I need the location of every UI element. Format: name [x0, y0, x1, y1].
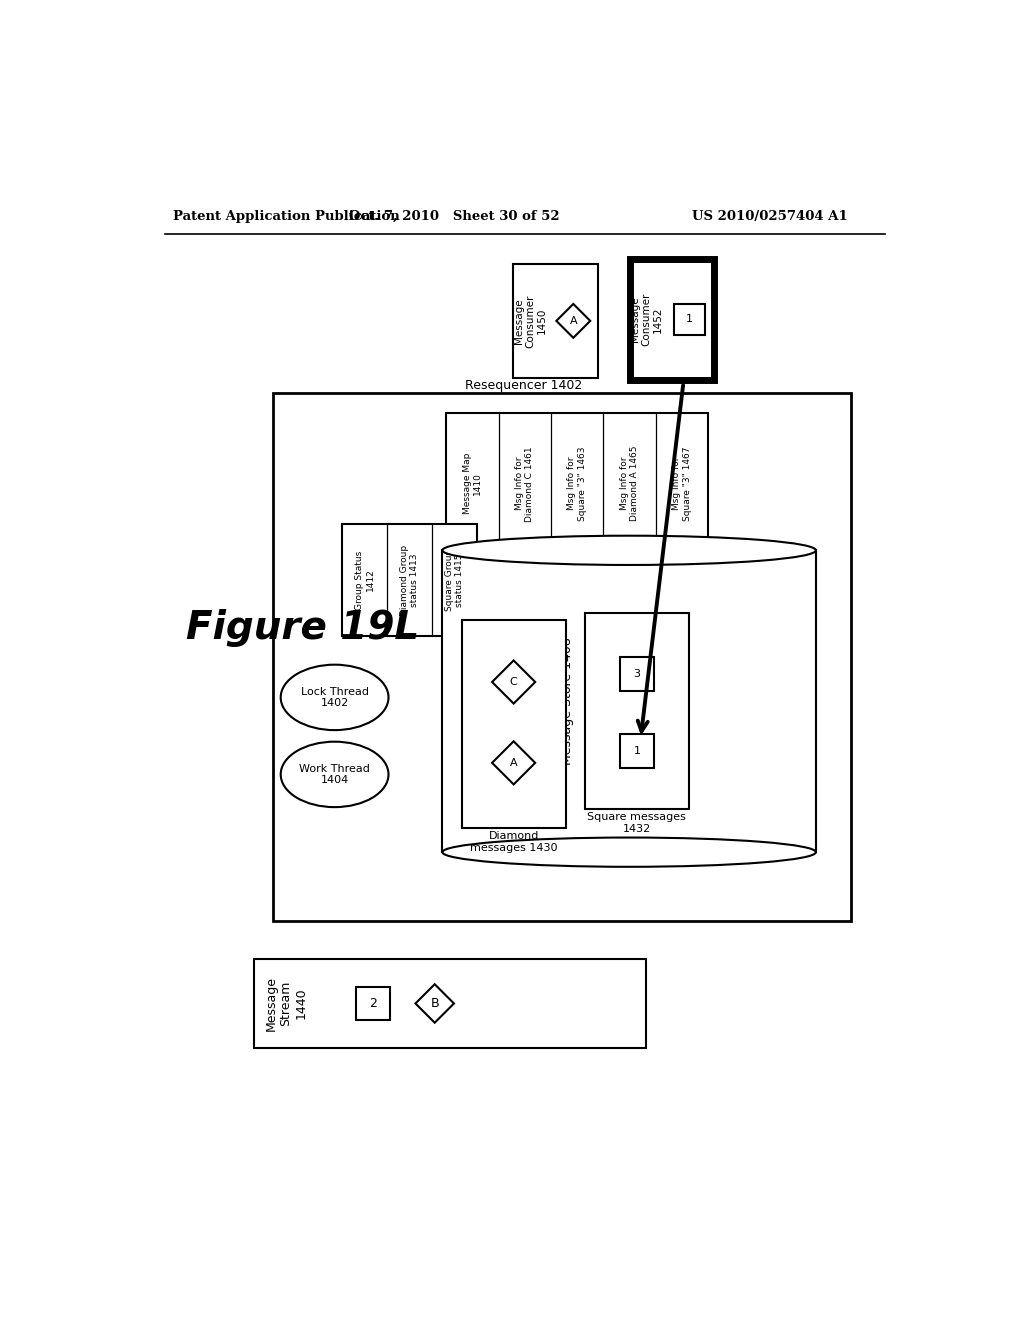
Text: Message Map
1410: Message Map 1410 — [463, 453, 482, 515]
Text: 1: 1 — [686, 314, 693, 325]
Polygon shape — [416, 985, 454, 1023]
Text: Group Status
1412: Group Status 1412 — [355, 550, 375, 610]
Text: 3: 3 — [633, 669, 640, 680]
Text: Lock Thread
1402: Lock Thread 1402 — [301, 686, 369, 709]
Polygon shape — [556, 304, 590, 338]
Ellipse shape — [442, 536, 816, 565]
Text: Msg Info for
Diamond C 1461: Msg Info for Diamond C 1461 — [515, 446, 535, 521]
Bar — [585, 612, 689, 809]
Text: Diamond
messages 1430: Diamond messages 1430 — [470, 832, 557, 853]
Text: Msg Info for
Square "3" 1463: Msg Info for Square "3" 1463 — [567, 446, 587, 521]
Text: Resequencer 1402: Resequencer 1402 — [465, 379, 582, 392]
Ellipse shape — [281, 665, 388, 730]
Text: Oct. 7, 2010   Sheet 30 of 52: Oct. 7, 2010 Sheet 30 of 52 — [348, 210, 559, 223]
Bar — [513, 264, 598, 378]
Bar — [446, 412, 708, 554]
Text: Message Store 1408: Message Store 1408 — [561, 638, 574, 766]
Text: Patent Application Publication: Patent Application Publication — [173, 210, 399, 223]
Ellipse shape — [281, 742, 388, 807]
Text: A: A — [569, 315, 578, 326]
Text: Square Group
status 1415: Square Group status 1415 — [444, 549, 464, 611]
Bar — [620, 734, 653, 768]
Text: Message
Consumer
1452: Message Consumer 1452 — [630, 293, 664, 346]
Bar — [674, 304, 705, 335]
Text: Work Thread
1404: Work Thread 1404 — [299, 763, 370, 785]
Text: A: A — [510, 758, 517, 768]
Bar — [462, 620, 565, 829]
Bar — [342, 524, 477, 636]
Text: 1: 1 — [633, 746, 640, 756]
Text: 2: 2 — [370, 997, 377, 1010]
Polygon shape — [493, 742, 536, 784]
Text: Square messages
1432: Square messages 1432 — [588, 812, 686, 834]
Text: B: B — [430, 997, 439, 1010]
Text: Figure 19L: Figure 19L — [186, 609, 419, 647]
Text: Msg Info for
Diamond A 1465: Msg Info for Diamond A 1465 — [620, 446, 639, 521]
Polygon shape — [493, 660, 536, 704]
Text: C: C — [510, 677, 517, 686]
Text: Diamond Group
status 1413: Diamond Group status 1413 — [400, 544, 420, 615]
Bar — [273, 393, 851, 921]
Bar — [356, 986, 390, 1020]
Text: Message
Consumer
1450: Message Consumer 1450 — [514, 294, 547, 347]
Ellipse shape — [442, 838, 816, 867]
Text: US 2010/0257404 A1: US 2010/0257404 A1 — [692, 210, 848, 223]
Bar — [630, 259, 714, 380]
Bar — [620, 657, 653, 692]
Bar — [254, 960, 646, 1048]
Bar — [442, 550, 816, 853]
Text: Msg Info for
Square "3" 1467: Msg Info for Square "3" 1467 — [672, 446, 691, 521]
Text: Message
Stream
1440: Message Stream 1440 — [264, 975, 307, 1031]
